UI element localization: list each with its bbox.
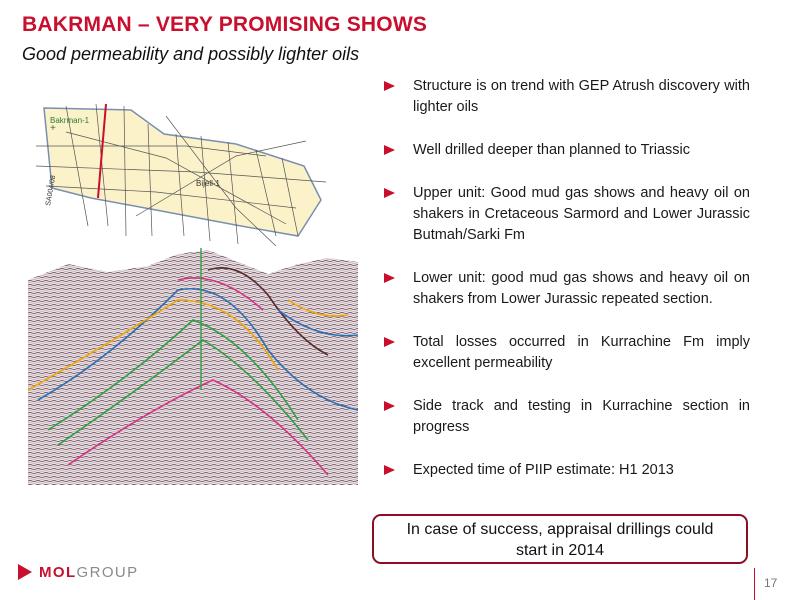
seismic-section bbox=[27, 240, 359, 485]
well-symbol-icon: + bbox=[50, 123, 56, 134]
license-block bbox=[43, 107, 322, 237]
bullet-triangle-icon bbox=[384, 273, 395, 283]
bullet-item: Upper unit: Good mud gas shows and heavy… bbox=[384, 183, 750, 246]
bullet-item: Structure is on trend with GEP Atrush di… bbox=[384, 76, 750, 118]
logo-triangle-icon bbox=[18, 564, 32, 580]
location-map: Bakrman-1 + Bijell-1 SA004/08 bbox=[35, 86, 336, 247]
footer-divider bbox=[754, 568, 755, 600]
seismic-section-graphic bbox=[27, 248, 359, 485]
bullet-triangle-icon bbox=[384, 81, 395, 91]
seismic-background bbox=[28, 250, 358, 485]
location-map-graphic: Bakrman-1 + Bijell-1 SA004/08 bbox=[35, 103, 327, 247]
seismic-section-line bbox=[97, 103, 107, 199]
bullet-item: Total losses occurred in Kurrachine Fm i… bbox=[384, 332, 750, 374]
callout-box: In case of success, appraisal drillings … bbox=[372, 514, 748, 564]
bullet-triangle-icon bbox=[384, 145, 395, 155]
bullet-triangle-icon bbox=[384, 401, 395, 411]
bullet-triangle-icon bbox=[384, 188, 395, 198]
bullet-list: Structure is on trend with GEP Atrush di… bbox=[384, 76, 750, 503]
bullet-triangle-icon bbox=[384, 337, 395, 347]
horizon-lines bbox=[27, 266, 359, 476]
bullet-item: Side track and testing in Kurrachine sec… bbox=[384, 396, 750, 438]
page-number: 17 bbox=[764, 576, 778, 590]
bullet-triangle-icon bbox=[384, 465, 395, 475]
logo-text-mol: MOL bbox=[39, 563, 77, 581]
bullet-item: Lower unit: good mud gas shows and heavy… bbox=[384, 268, 750, 310]
mol-group-logo: MOLGROUP bbox=[18, 562, 139, 582]
bullet-item: Well drilled deeper than planned to Tria… bbox=[384, 140, 750, 161]
well-label-bijell: Bijell-1 bbox=[196, 179, 221, 188]
callout-line-2: start in 2014 bbox=[515, 542, 605, 559]
seismic-grid-lines bbox=[35, 103, 327, 247]
bullet-item: Expected time of PIIP estimate: H1 2013 bbox=[384, 460, 750, 481]
slide-title: BAKRMAN – VERY PROMISING SHOWS bbox=[22, 13, 428, 36]
logo-text-group: GROUP bbox=[76, 563, 139, 581]
slide-subtitle: Good permeability and possibly lighter o… bbox=[22, 44, 360, 64]
well-label-bakrman: Bakrman-1 bbox=[50, 116, 90, 125]
seismic-line-label: SA004/08 bbox=[45, 175, 57, 207]
callout-line-1: In case of success, appraisal drillings … bbox=[406, 521, 714, 538]
